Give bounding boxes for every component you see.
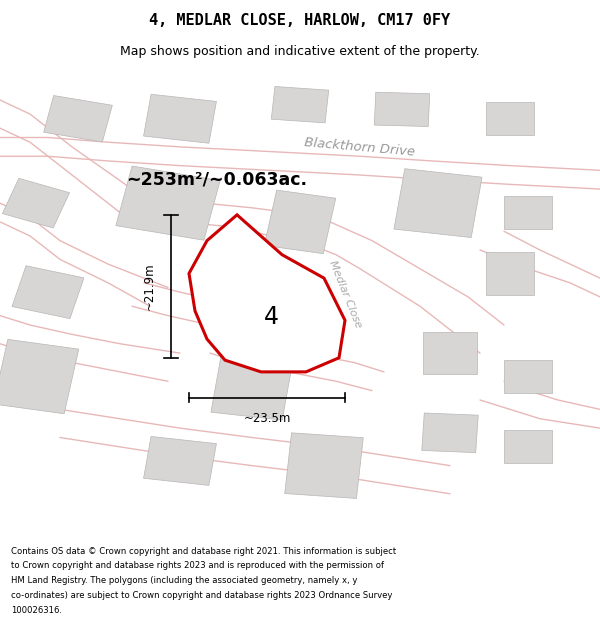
Text: co-ordinates) are subject to Crown copyright and database rights 2023 Ordnance S: co-ordinates) are subject to Crown copyr…	[11, 591, 392, 600]
Text: to Crown copyright and database rights 2023 and is reproduced with the permissio: to Crown copyright and database rights 2…	[11, 561, 384, 570]
Text: Blackthorn Drive: Blackthorn Drive	[304, 136, 416, 158]
FancyBboxPatch shape	[12, 266, 84, 319]
FancyBboxPatch shape	[394, 169, 482, 238]
FancyBboxPatch shape	[2, 178, 70, 228]
Text: ~21.9m: ~21.9m	[143, 262, 156, 310]
Text: 100026316.: 100026316.	[11, 606, 62, 614]
Text: 4: 4	[264, 305, 279, 329]
FancyBboxPatch shape	[486, 253, 534, 294]
FancyBboxPatch shape	[143, 436, 217, 486]
FancyBboxPatch shape	[116, 166, 220, 240]
Polygon shape	[189, 215, 345, 372]
FancyBboxPatch shape	[203, 249, 277, 317]
FancyBboxPatch shape	[271, 86, 329, 123]
Text: HM Land Registry. The polygons (including the associated geometry, namely x, y: HM Land Registry. The polygons (includin…	[11, 576, 357, 585]
FancyBboxPatch shape	[504, 196, 552, 229]
Text: Medlar Close: Medlar Close	[327, 259, 363, 330]
Text: Map shows position and indicative extent of the property.: Map shows position and indicative extent…	[120, 45, 480, 58]
FancyBboxPatch shape	[504, 431, 552, 463]
FancyBboxPatch shape	[504, 360, 552, 393]
FancyBboxPatch shape	[486, 102, 534, 135]
Text: ~253m²/~0.063ac.: ~253m²/~0.063ac.	[126, 171, 307, 189]
FancyBboxPatch shape	[143, 94, 217, 143]
FancyBboxPatch shape	[211, 352, 293, 420]
FancyBboxPatch shape	[374, 92, 430, 126]
Text: ~23.5m: ~23.5m	[244, 412, 290, 425]
FancyBboxPatch shape	[285, 433, 363, 498]
FancyBboxPatch shape	[0, 339, 79, 414]
Text: Contains OS data © Crown copyright and database right 2021. This information is : Contains OS data © Crown copyright and d…	[11, 546, 396, 556]
FancyBboxPatch shape	[264, 190, 336, 254]
FancyBboxPatch shape	[423, 332, 477, 374]
FancyBboxPatch shape	[44, 96, 112, 142]
Text: 4, MEDLAR CLOSE, HARLOW, CM17 0FY: 4, MEDLAR CLOSE, HARLOW, CM17 0FY	[149, 12, 451, 28]
FancyBboxPatch shape	[422, 413, 478, 452]
